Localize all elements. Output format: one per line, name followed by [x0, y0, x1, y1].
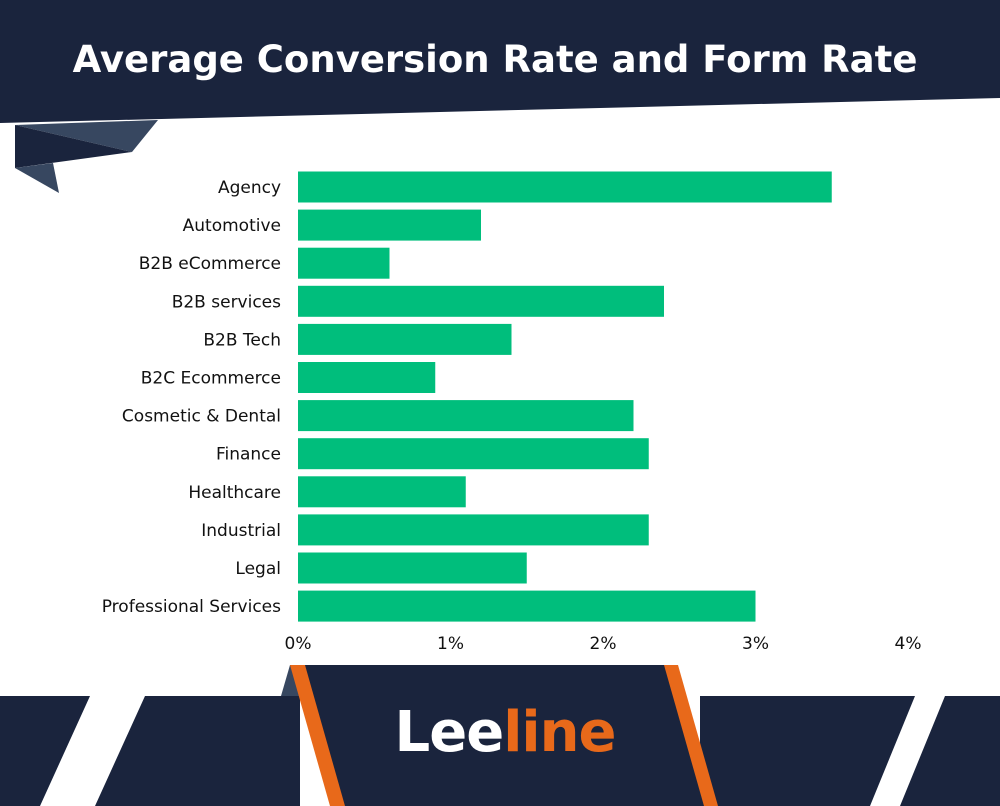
x-tick-label: 1%: [437, 634, 464, 654]
category-label: Agency: [218, 178, 281, 198]
category-label: B2C Ecommerce: [141, 369, 281, 389]
x-tick-label: 3%: [742, 634, 769, 654]
chart-title: Average Conversion Rate and Form Rate: [72, 38, 918, 81]
category-label: Automotive: [183, 216, 281, 236]
bar-5: [298, 362, 436, 393]
bar-8: [298, 476, 466, 508]
category-label: Cosmetic & Dental: [122, 407, 281, 427]
logo-part2: line: [503, 700, 616, 765]
bar-9: [298, 514, 649, 546]
leeline-logo: Leeline: [0, 700, 1000, 765]
bar-2: [298, 247, 390, 279]
bar-3: [298, 285, 664, 317]
category-label: B2B eCommerce: [139, 254, 281, 274]
category-label: Professional Services: [102, 597, 281, 617]
bars-group: [298, 171, 832, 622]
category-label: Finance: [216, 445, 281, 465]
x-tick-label: 2%: [590, 634, 617, 654]
x-tick-label: 0%: [285, 634, 312, 654]
logo-part1: Lee: [394, 700, 505, 765]
category-labels: Agency Automotive B2B eCommerce B2B service…: [102, 178, 281, 617]
bar-10: [298, 552, 527, 584]
x-tick-labels: 0% 1% 2% 3% 4%: [285, 634, 922, 654]
bar-7: [298, 438, 649, 470]
bar-1: [298, 209, 481, 241]
category-label: Legal: [235, 559, 281, 579]
x-tick-label: 4%: [895, 634, 922, 654]
header-banner: [0, 0, 1000, 193]
category-label: B2B services: [172, 292, 281, 312]
footer-banner: [0, 665, 1000, 806]
category-label: Industrial: [201, 521, 281, 541]
bar-4: [298, 323, 512, 355]
category-label: Healthcare: [188, 483, 281, 503]
category-label: B2B Tech: [203, 330, 281, 350]
bar-6: [298, 400, 634, 432]
bar-0: [298, 171, 832, 203]
bar-11: [298, 590, 756, 622]
